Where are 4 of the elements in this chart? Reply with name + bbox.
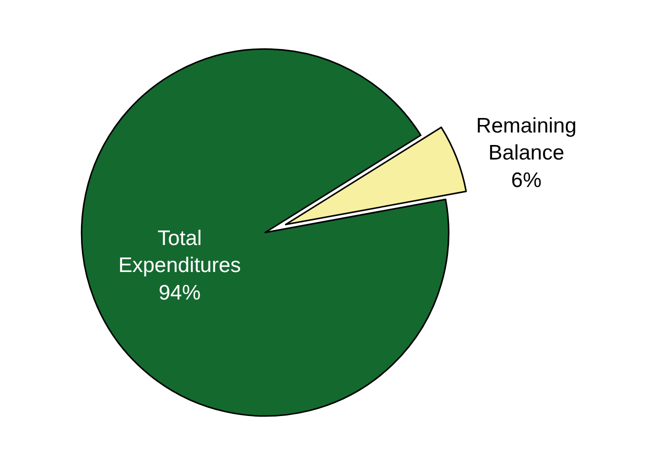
slice-label: Remaining Balance bbox=[476, 114, 577, 165]
data-label: 94% bbox=[158, 281, 201, 304]
slice-label: Total Expenditures bbox=[118, 226, 241, 278]
data-label: 6% bbox=[511, 168, 542, 192]
